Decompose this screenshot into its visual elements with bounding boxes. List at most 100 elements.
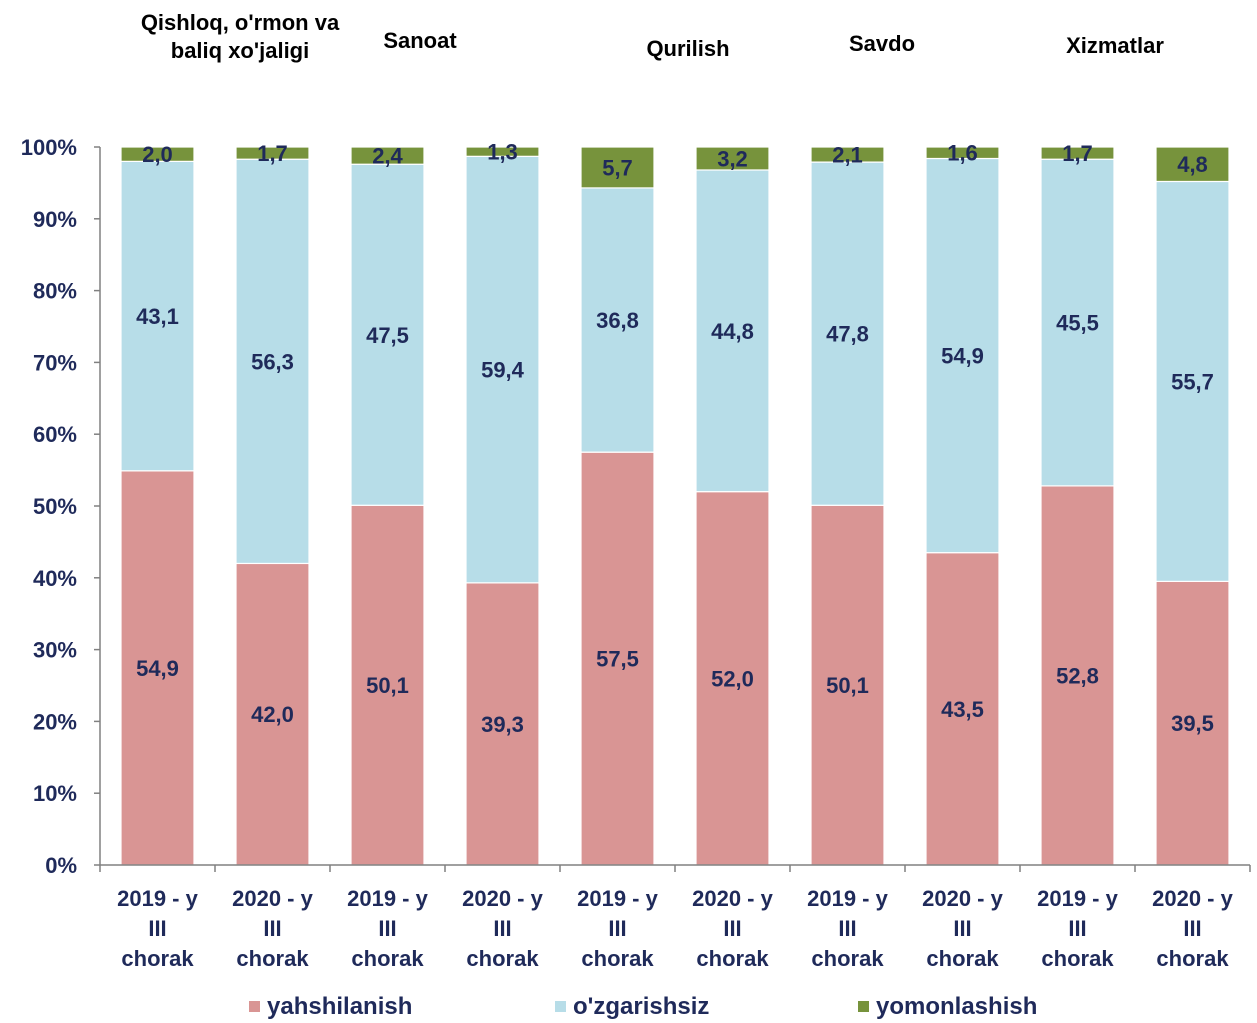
- data-label: 55,7: [1171, 369, 1214, 394]
- data-label: 52,8: [1056, 663, 1099, 688]
- x-tick-label: III: [378, 916, 396, 941]
- y-tick-label: 20%: [33, 709, 77, 734]
- y-tick-label: 0%: [45, 853, 77, 878]
- legend-label: yahshilanish: [267, 993, 412, 1020]
- legend-label: yomonlashish: [876, 993, 1037, 1020]
- y-tick-label: 10%: [33, 781, 77, 806]
- data-label: 36,8: [596, 308, 639, 333]
- legend-swatch: [249, 1001, 260, 1012]
- group-title: Savdo: [849, 31, 915, 56]
- x-tick-label: III: [608, 916, 626, 941]
- bar-segment-yomonlashish: [925, 146, 1000, 160]
- bar-segment-yahshilanish: [120, 470, 195, 866]
- bar-segment-yomonlashish: [1155, 146, 1230, 183]
- data-label: 43,1: [136, 304, 179, 329]
- data-label: 1,6: [947, 141, 978, 166]
- x-tick-label: chorak: [696, 946, 769, 971]
- x-tick-label: chorak: [351, 946, 424, 971]
- x-tick-label: chorak: [1156, 946, 1229, 971]
- x-tick-label: 2020 - y: [922, 886, 1003, 911]
- data-label: 50,1: [366, 673, 409, 698]
- data-label: 39,3: [481, 712, 524, 737]
- data-label: 44,8: [711, 319, 754, 344]
- data-label: 2,0: [142, 142, 173, 167]
- legend-swatch: [555, 1001, 566, 1012]
- x-tick-label: chorak: [1041, 946, 1114, 971]
- data-label: 2,4: [372, 144, 403, 169]
- data-label: 59,4: [481, 358, 525, 383]
- bar-segment-yahshilanish: [810, 504, 885, 866]
- x-tick-label: chorak: [236, 946, 309, 971]
- data-label: 56,3: [251, 349, 294, 374]
- x-tick-label: III: [953, 916, 971, 941]
- y-tick-label: 60%: [33, 422, 77, 447]
- x-axis: 2019 - y III chorak 2020 - y III chorak 2019 -…: [99, 864, 1251, 971]
- x-tick-label: III: [148, 916, 166, 941]
- data-label: 43,5: [941, 697, 984, 722]
- x-tick-label: chorak: [466, 946, 539, 971]
- bar-segment-ozgarishsiz: [810, 161, 885, 506]
- x-tick-label: chorak: [581, 946, 654, 971]
- bar-segment-ozgarishsiz: [350, 163, 425, 506]
- data-label: 5,7: [602, 155, 633, 180]
- x-tick-label: 2020 - y: [232, 886, 313, 911]
- legend-swatch: [858, 1001, 869, 1012]
- bar-segment-yahshilanish: [1040, 485, 1115, 866]
- bar-segment-ozgarishsiz: [695, 169, 770, 493]
- x-tick-label: III: [838, 916, 856, 941]
- bar-segment-yomonlashish: [120, 146, 195, 162]
- group-title: baliq xo'jaligi: [171, 38, 309, 63]
- bar-segment-yahshilanish: [465, 582, 540, 866]
- x-tick-label: chorak: [811, 946, 884, 971]
- bar-segment-ozgarishsiz: [1040, 158, 1115, 487]
- bar-segment-yomonlashish: [1040, 146, 1115, 160]
- group-title: Qurilish: [646, 36, 729, 61]
- bar-segment-yomonlashish: [810, 146, 885, 163]
- x-tick-label: 2020 - y: [692, 886, 773, 911]
- bar-segment-ozgarishsiz: [235, 158, 310, 565]
- y-tick-label: 100%: [21, 135, 77, 160]
- data-label: 4,8: [1177, 152, 1208, 177]
- bar-segment-ozgarishsiz: [465, 155, 540, 584]
- x-tick-label: 2020 - y: [462, 886, 543, 911]
- x-tick-label: III: [493, 916, 511, 941]
- x-tick-label: 2020 - y: [1152, 886, 1233, 911]
- data-label: 45,5: [1056, 311, 1099, 336]
- bar-segment-yahshilanish: [235, 562, 310, 866]
- x-tick-label: 2019 - y: [117, 886, 198, 911]
- x-tick-label: III: [1183, 916, 1201, 941]
- x-tick-label: chorak: [926, 946, 999, 971]
- data-label: 3,2: [717, 146, 748, 171]
- bar-segment-yomonlashish: [350, 146, 425, 165]
- x-tick-label: III: [263, 916, 281, 941]
- x-tick-label: 2019 - y: [577, 886, 658, 911]
- y-tick-label: 90%: [33, 207, 77, 232]
- y-axis: 0% 10% 20% 30% 40% 50% 60% 70% 80% 90% 100%: [21, 135, 101, 878]
- bar-segment-ozgarishsiz: [925, 157, 1000, 554]
- group-title: Xizmatlar: [1066, 33, 1164, 58]
- bars: 54,9 43,1 2,0 42,0 56,3 1,7 50,1 47,5 2,4 39,3 59,…: [120, 140, 1230, 866]
- data-label: 39,5: [1171, 711, 1214, 736]
- x-tick-label: III: [723, 916, 741, 941]
- data-label: 54,9: [941, 344, 984, 369]
- data-label: 52,0: [711, 666, 754, 691]
- group-titles: Qishloq, o'rmon va baliq xo'jaligi Sanoat Q…: [141, 10, 1165, 63]
- y-tick-label: 50%: [33, 494, 77, 519]
- data-label: 1,7: [1062, 141, 1093, 166]
- bar-segment-yomonlashish: [580, 146, 655, 189]
- legend: yahshilanish o'zgarishsiz yomonlashish: [249, 993, 1037, 1020]
- data-label: 50,1: [826, 673, 869, 698]
- x-tick-label: chorak: [121, 946, 194, 971]
- y-tick-label: 40%: [33, 566, 77, 591]
- group-title: Qishloq, o'rmon va: [141, 10, 340, 35]
- bar-segment-ozgarishsiz: [1155, 180, 1230, 582]
- group-title: Sanoat: [383, 28, 457, 53]
- bar-segment-yahshilanish: [925, 552, 1000, 866]
- y-tick-label: 70%: [33, 350, 77, 375]
- data-label: 54,9: [136, 656, 179, 681]
- data-label: 2,1: [832, 143, 863, 168]
- bar-segment-ozgarishsiz: [120, 160, 195, 472]
- y-tick-label: 30%: [33, 638, 77, 663]
- data-label: 42,0: [251, 702, 294, 727]
- x-tick-label: 2019 - y: [807, 886, 888, 911]
